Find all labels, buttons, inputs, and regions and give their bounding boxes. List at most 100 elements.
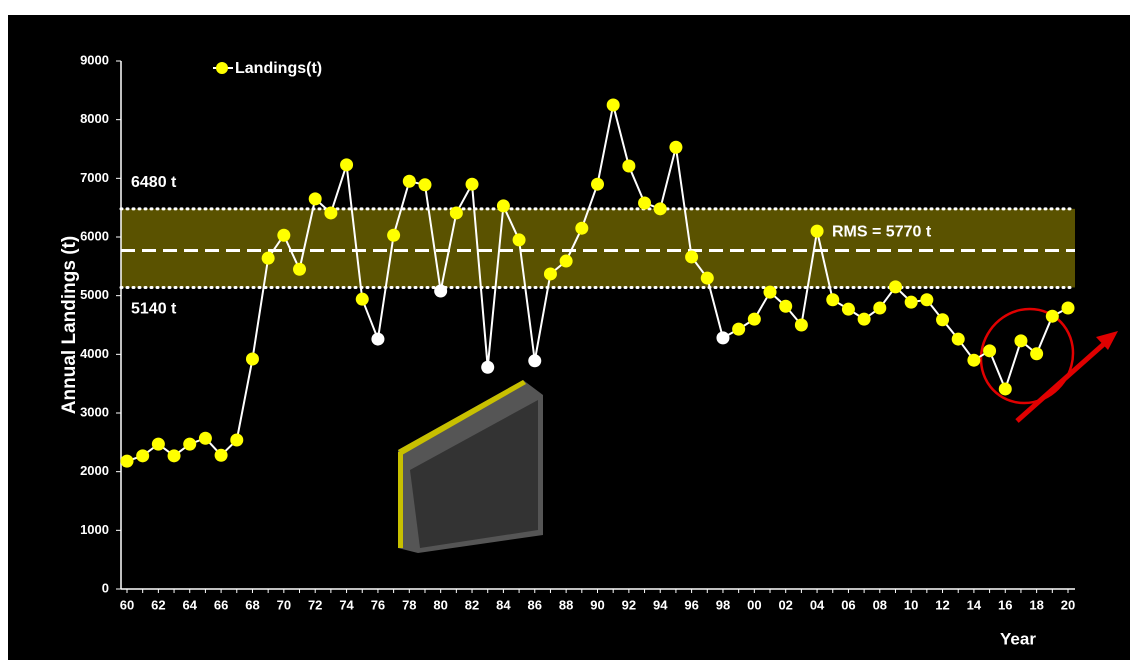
data-point: [653, 202, 667, 216]
data-point: [1030, 347, 1044, 361]
data-point: [998, 382, 1012, 396]
data-point: [308, 192, 322, 206]
y-tick-label: 3000: [80, 404, 109, 419]
y-tick-label: 2000: [80, 463, 109, 478]
x-tick-label: 64: [182, 597, 197, 612]
x-tick-label: 04: [810, 597, 825, 612]
y-tick-label: 0: [102, 580, 109, 595]
x-tick-label: 16: [998, 597, 1012, 612]
rms-label: RMS = 5770 t: [832, 224, 932, 241]
data-point: [747, 312, 761, 326]
data-point: [481, 360, 495, 374]
x-tick-label: 82: [465, 597, 479, 612]
x-tick-label: 10: [904, 597, 918, 612]
data-point: [700, 271, 714, 285]
data-point: [183, 437, 197, 451]
data-point: [214, 448, 228, 462]
y-axis-label: Annual Landings (t): [59, 236, 80, 414]
x-tick-label: 80: [433, 597, 447, 612]
x-tick-label: 78: [402, 597, 416, 612]
data-point: [685, 250, 699, 264]
data-point: [622, 159, 636, 173]
x-tick-label: 08: [873, 597, 887, 612]
x-tick-label: 18: [1029, 597, 1043, 612]
data-point: [277, 228, 291, 242]
data-point: [810, 224, 824, 238]
x-tick-label: 00: [747, 597, 761, 612]
data-point: [371, 332, 385, 346]
x-tick-label: 90: [590, 597, 604, 612]
x-tick-label: 94: [653, 597, 668, 612]
x-tick-label: 84: [496, 597, 511, 612]
data-point: [857, 312, 871, 326]
data-point: [794, 318, 808, 332]
data-point: [1061, 301, 1075, 315]
data-point: [512, 233, 526, 247]
x-tick-label: 86: [528, 597, 542, 612]
data-point: [245, 352, 259, 366]
photo: [398, 380, 543, 553]
data-point: [465, 177, 479, 191]
band-low-label: 5140 t: [131, 301, 177, 318]
x-tick-label: 02: [778, 597, 792, 612]
data-point: [528, 354, 542, 368]
x-tick-label: 92: [622, 597, 636, 612]
data-point: [151, 437, 165, 451]
data-point: [543, 267, 557, 281]
data-point: [136, 449, 150, 463]
data-point: [120, 454, 134, 468]
data-point: [904, 295, 918, 309]
legend-marker: [216, 62, 228, 74]
data-point: [198, 431, 212, 445]
data-point: [449, 206, 463, 220]
x-tick-label: 12: [935, 597, 949, 612]
rms-band: [121, 208, 1075, 288]
y-tick-label: 5000: [80, 287, 109, 302]
data-point: [355, 292, 369, 306]
data-point: [324, 206, 338, 220]
data-point: [669, 140, 683, 154]
data-point: [732, 322, 746, 336]
x-tick-label: 74: [339, 597, 354, 612]
data-point: [826, 293, 840, 307]
x-tick-label: 96: [684, 597, 698, 612]
x-axis-label: Year: [1000, 629, 1036, 648]
data-point: [496, 199, 510, 213]
data-point: [1014, 334, 1028, 348]
x-tick-label: 98: [716, 597, 730, 612]
x-tick-label: 62: [151, 597, 165, 612]
data-point: [418, 178, 432, 192]
data-point: [763, 285, 777, 299]
data-point: [402, 174, 416, 188]
legend-label: Landings(t): [235, 60, 322, 77]
data-point: [841, 302, 855, 316]
x-tick-label: 60: [120, 597, 134, 612]
x-tick-label: 20: [1061, 597, 1075, 612]
data-point: [716, 331, 730, 345]
data-point: [983, 344, 997, 358]
background: [8, 15, 1130, 660]
x-tick-label: 14: [967, 597, 982, 612]
x-tick-label: 88: [559, 597, 573, 612]
data-point: [261, 251, 275, 265]
data-point: [936, 313, 950, 327]
x-tick-label: 70: [277, 597, 291, 612]
data-point: [951, 332, 965, 346]
data-point: [575, 221, 589, 235]
data-point: [779, 299, 793, 313]
data-point: [873, 301, 887, 315]
data-point: [230, 433, 244, 447]
data-point: [606, 98, 620, 112]
y-tick-label: 4000: [80, 346, 109, 361]
x-tick-label: 76: [371, 597, 385, 612]
y-tick-label: 7000: [80, 170, 109, 185]
data-point: [1045, 309, 1059, 323]
data-point: [293, 262, 307, 276]
x-tick-label: 06: [841, 597, 855, 612]
data-point: [888, 280, 902, 294]
y-tick-label: 8000: [80, 111, 109, 126]
x-tick-label: 72: [308, 597, 322, 612]
data-point: [591, 177, 604, 191]
